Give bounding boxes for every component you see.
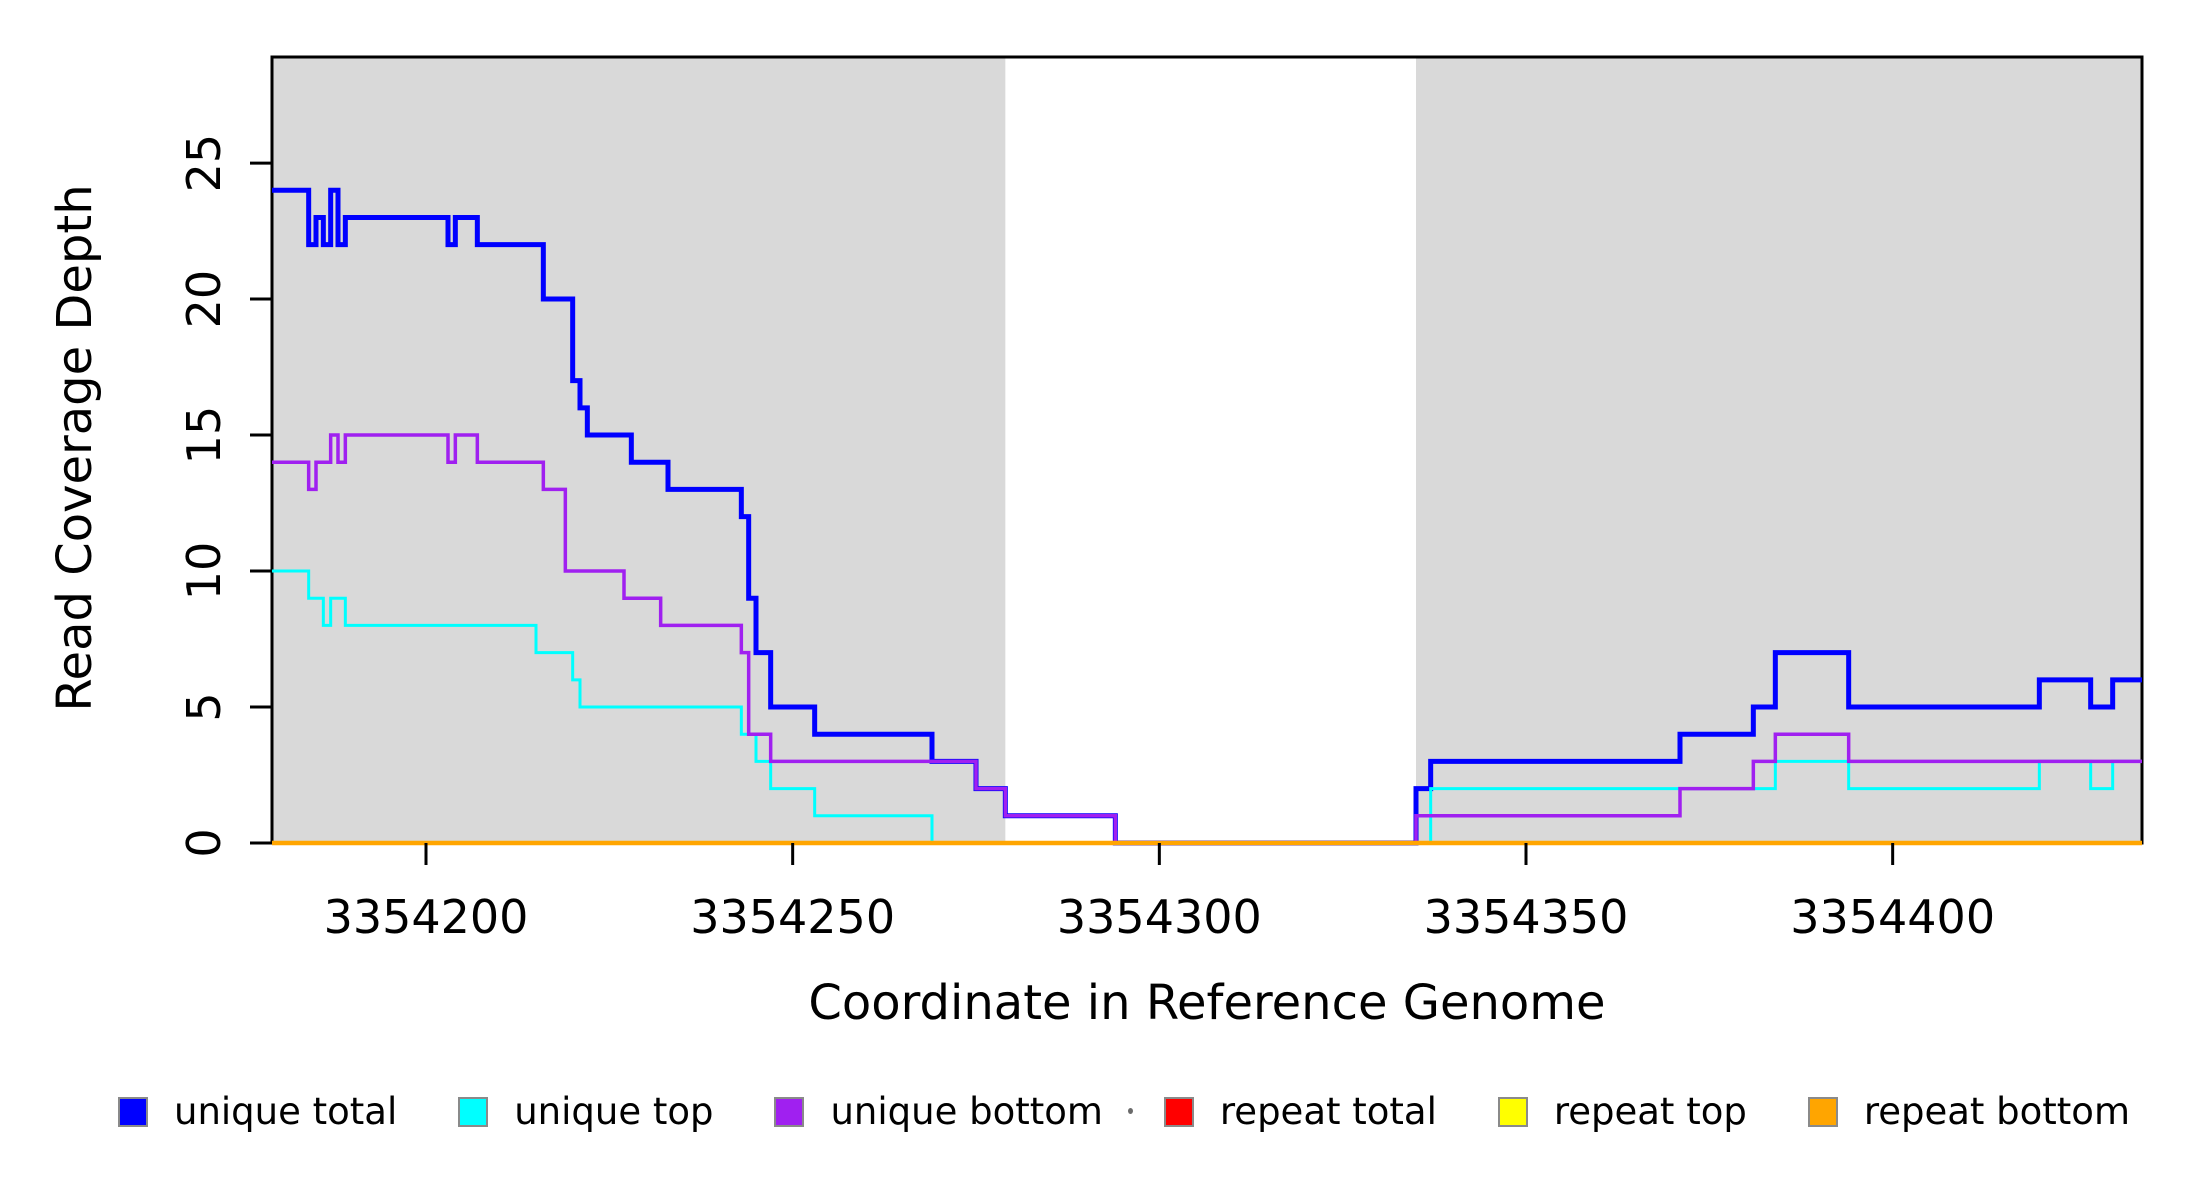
y-tick-label: 0: [177, 828, 231, 857]
legend-item-unique-bottom: unique bottom: [774, 1090, 1103, 1133]
x-axis-title: Coordinate in Reference Genome: [808, 975, 1606, 1031]
legend-label: unique top: [514, 1090, 714, 1133]
legend-label: unique total: [174, 1090, 398, 1133]
unique-bottom-swatch-icon: [774, 1096, 805, 1127]
x-tick-label: 3354200: [324, 890, 529, 944]
y-axis-title: Read Coverage Depth: [47, 184, 103, 712]
series-unique-top: [272, 569, 2142, 845]
x-tick-label: 3354300: [1057, 890, 1262, 944]
y-tick-label: 25: [177, 134, 231, 193]
repeat-top-swatch-icon: [1497, 1096, 1528, 1127]
stray-dot-artifact: [1128, 1108, 1133, 1114]
legend-label: repeat top: [1553, 1090, 1747, 1133]
y-tick-label: 15: [177, 406, 231, 465]
unique-top-swatch-icon: [458, 1096, 489, 1127]
repeat-bottom-swatch-icon: [1807, 1096, 1838, 1127]
legend-item-unique-total: unique total: [118, 1090, 397, 1133]
y-tick-label: 20: [177, 270, 231, 329]
legend-item-repeat-bottom: repeat bottom: [1807, 1090, 2130, 1133]
shaded-region: [1416, 57, 2142, 843]
shaded-region: [272, 57, 1006, 843]
legend: unique total unique top unique bottom re…: [0, 1090, 2200, 1133]
legend-item-repeat-total: repeat total: [1163, 1090, 1437, 1133]
x-tick-label: 3354350: [1424, 890, 1629, 944]
x-tick-label: 3354250: [690, 890, 895, 944]
coverage-plot: 3354200 3354250 3354300 3354350 3354400 0 5 10 1…: [177, 55, 2144, 944]
legend-item-repeat-top: repeat top: [1497, 1090, 1747, 1133]
legend-label: repeat total: [1219, 1090, 1437, 1133]
legend-label: repeat bottom: [1863, 1090, 2130, 1133]
legend-item-unique-top: unique top: [458, 1090, 714, 1133]
y-tick-label: 5: [177, 692, 231, 721]
series-unique-bottom: [272, 433, 2142, 845]
y-tick-label: 10: [177, 542, 231, 601]
unique-total-swatch-icon: [118, 1096, 148, 1127]
series-unique-total: [272, 187, 2142, 846]
legend-label: unique bottom: [830, 1090, 1103, 1133]
x-tick-label: 3354400: [1790, 890, 1995, 944]
repeat-total-swatch-icon: [1163, 1096, 1194, 1127]
